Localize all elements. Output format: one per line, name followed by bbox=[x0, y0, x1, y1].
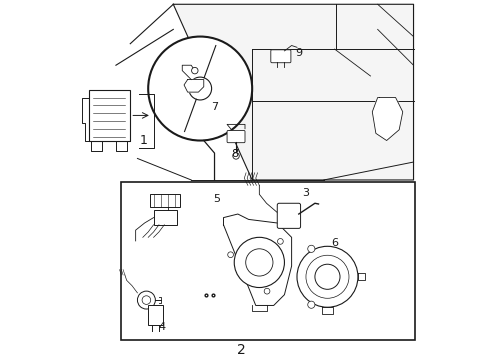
Circle shape bbox=[234, 237, 284, 288]
Circle shape bbox=[264, 288, 270, 294]
Circle shape bbox=[189, 77, 212, 100]
Polygon shape bbox=[173, 4, 414, 180]
FancyBboxPatch shape bbox=[153, 211, 177, 225]
Circle shape bbox=[142, 296, 151, 304]
Text: 6: 6 bbox=[331, 238, 338, 248]
Circle shape bbox=[245, 249, 273, 276]
Circle shape bbox=[148, 37, 252, 140]
Circle shape bbox=[192, 67, 198, 74]
Text: 1: 1 bbox=[139, 134, 147, 147]
Circle shape bbox=[315, 264, 340, 289]
Circle shape bbox=[308, 301, 315, 308]
Circle shape bbox=[306, 255, 349, 298]
Circle shape bbox=[297, 246, 358, 307]
Text: 3: 3 bbox=[302, 188, 309, 198]
Text: 2: 2 bbox=[237, 343, 246, 357]
Polygon shape bbox=[223, 214, 292, 305]
Polygon shape bbox=[184, 80, 204, 92]
Text: 8: 8 bbox=[231, 149, 239, 159]
Text: 9: 9 bbox=[295, 48, 302, 58]
Text: 7: 7 bbox=[211, 102, 218, 112]
Circle shape bbox=[308, 245, 315, 252]
FancyBboxPatch shape bbox=[227, 130, 245, 143]
FancyBboxPatch shape bbox=[277, 203, 300, 228]
FancyBboxPatch shape bbox=[89, 90, 130, 140]
Text: 4: 4 bbox=[158, 322, 166, 332]
Text: 5: 5 bbox=[213, 194, 220, 204]
FancyBboxPatch shape bbox=[271, 50, 291, 63]
Circle shape bbox=[228, 252, 233, 258]
FancyBboxPatch shape bbox=[148, 305, 163, 325]
FancyBboxPatch shape bbox=[150, 194, 180, 207]
Circle shape bbox=[277, 239, 283, 244]
Circle shape bbox=[137, 291, 155, 309]
Bar bbox=[122, 182, 416, 339]
Polygon shape bbox=[372, 98, 403, 140]
Circle shape bbox=[233, 153, 239, 159]
